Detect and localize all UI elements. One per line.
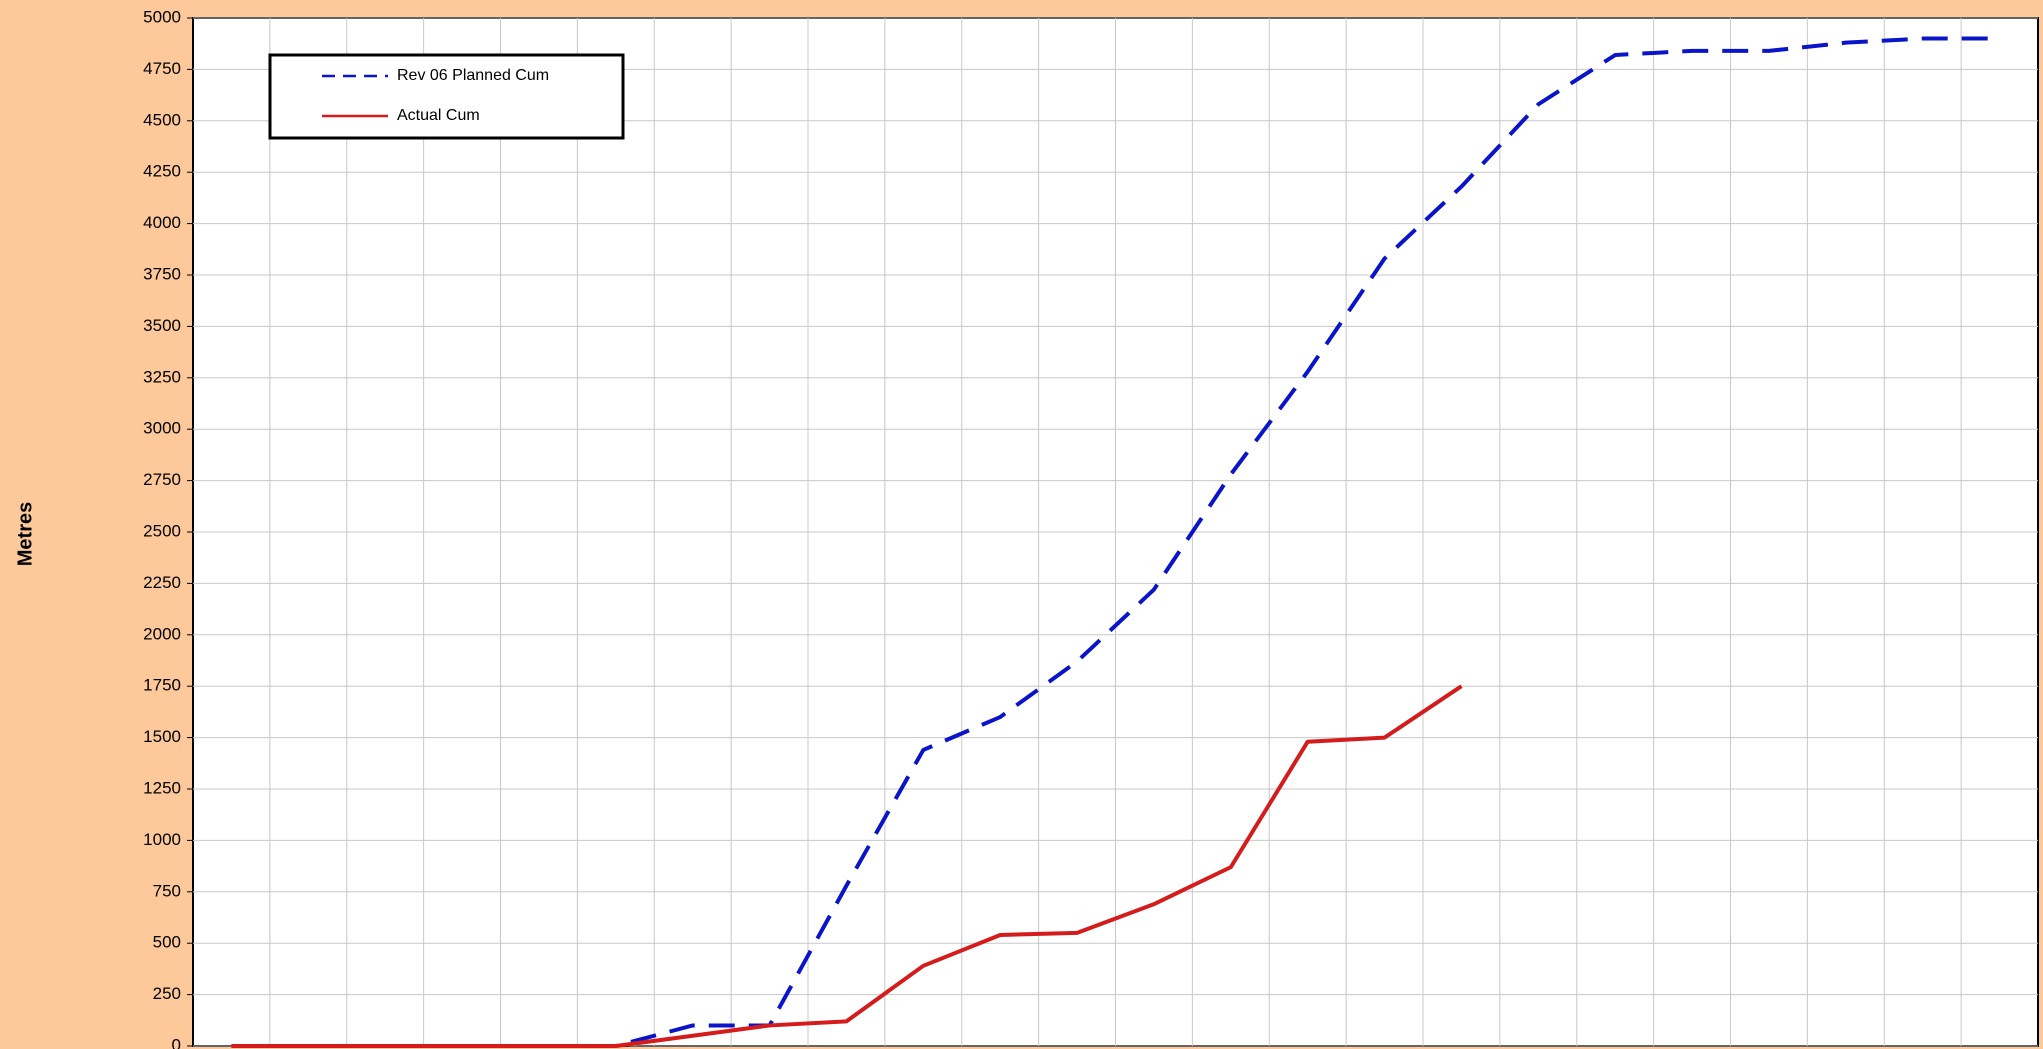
y-tick-label: 1750 [143, 676, 181, 695]
y-tick-label: 3500 [143, 316, 181, 335]
y-tick-label: 4500 [143, 110, 181, 129]
y-tick-label: 3750 [143, 264, 181, 283]
y-tick-label: 2250 [143, 573, 181, 592]
y-tick-label: 2000 [143, 624, 181, 643]
y-axis-title: Metres [14, 502, 36, 566]
y-tick-label: 3250 [143, 367, 181, 386]
legend-label: Actual Cum [397, 107, 480, 124]
y-tick-label: 2500 [143, 521, 181, 540]
legend: Rev 06 Planned Cum Actual Cum [268, 53, 625, 140]
y-tick-label: 4000 [143, 213, 181, 232]
legend-box [268, 53, 625, 140]
y-tick-label: 500 [153, 933, 181, 952]
series-line [231, 684, 1463, 1048]
y-tick-label: 2750 [143, 470, 181, 489]
y-tick-label: 250 [153, 984, 181, 1003]
y-tick-label: 3000 [143, 419, 181, 438]
y-tick-label: 750 [153, 881, 181, 900]
y-tick-label: 5000 [143, 7, 181, 26]
y-tick-label: 4750 [143, 59, 181, 78]
grid [193, 17, 2038, 1047]
y-tick-label: 1000 [143, 830, 181, 849]
y-tick-label: 1500 [143, 727, 181, 746]
y-tick-label: 0 [172, 1035, 181, 1049]
y-tick-label: 4250 [143, 162, 181, 181]
lines [231, 36, 2000, 1048]
legend-label: Rev 06 Planned Cum [397, 67, 549, 84]
y-tick-label: 1250 [143, 778, 181, 797]
